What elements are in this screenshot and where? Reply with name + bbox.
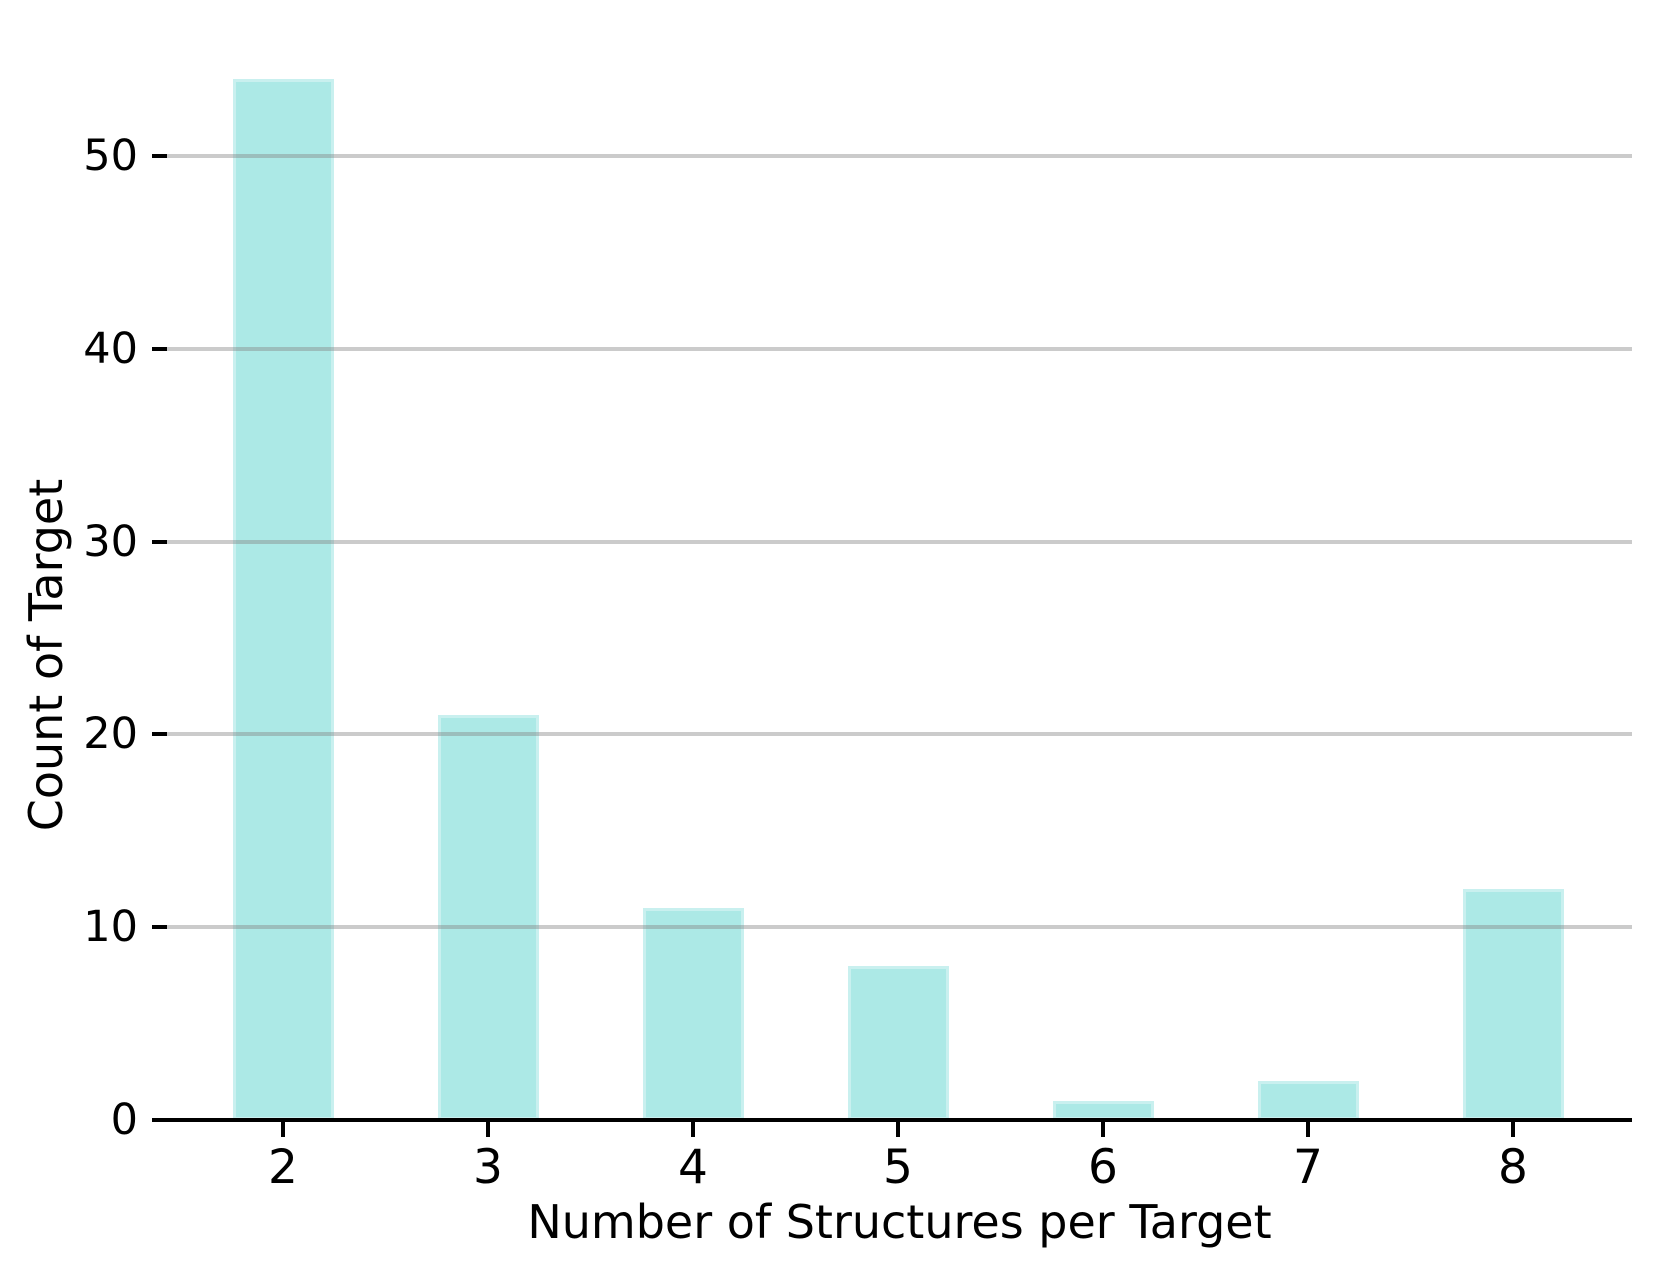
y-tick: [152, 154, 167, 158]
bar-category-2: [232, 78, 334, 1120]
x-tick-label: 4: [678, 1140, 708, 1195]
x-tick: [486, 1122, 490, 1137]
y-tick: [152, 925, 167, 930]
y-tick-label: 20: [83, 709, 138, 760]
x-tick-label: 5: [883, 1140, 913, 1195]
y-axis-label: Count of Target: [19, 478, 73, 832]
bar-category-6: [1052, 1100, 1154, 1120]
x-tick-label: 3: [473, 1140, 503, 1195]
x-tick: [281, 1122, 285, 1137]
bar-category-4: [642, 907, 744, 1120]
x-tick: [1101, 1122, 1105, 1137]
bar-category-5: [847, 965, 949, 1120]
y-tick-label: 0: [110, 1095, 138, 1145]
x-tick-label: 6: [1088, 1140, 1118, 1195]
x-tick: [691, 1122, 695, 1137]
x-tick-label: 2: [268, 1140, 298, 1195]
bar-category-7: [1257, 1081, 1359, 1120]
x-tick-label: 8: [1498, 1140, 1528, 1195]
gridline: [167, 346, 1632, 351]
y-tick: [152, 539, 167, 544]
x-axis-spine: [152, 1118, 1632, 1122]
x-tick: [1306, 1122, 1310, 1137]
gridline: [167, 154, 1632, 158]
y-tick-label: 30: [83, 516, 138, 567]
bar-category-8: [1462, 888, 1564, 1120]
x-tick-label: 7: [1293, 1140, 1323, 1195]
y-tick-label: 10: [83, 902, 138, 953]
x-axis-label: Number of Structures per Target: [527, 1195, 1272, 1249]
x-tick: [896, 1122, 900, 1137]
gridline: [167, 539, 1632, 544]
x-tick: [1511, 1122, 1515, 1137]
y-tick: [152, 732, 167, 737]
gridline: [167, 732, 1632, 737]
y-tick-label: 40: [83, 323, 138, 374]
bar-category-3: [437, 715, 539, 1120]
y-tick-label: 50: [83, 131, 138, 181]
y-tick: [152, 346, 167, 351]
gridline: [167, 925, 1632, 930]
